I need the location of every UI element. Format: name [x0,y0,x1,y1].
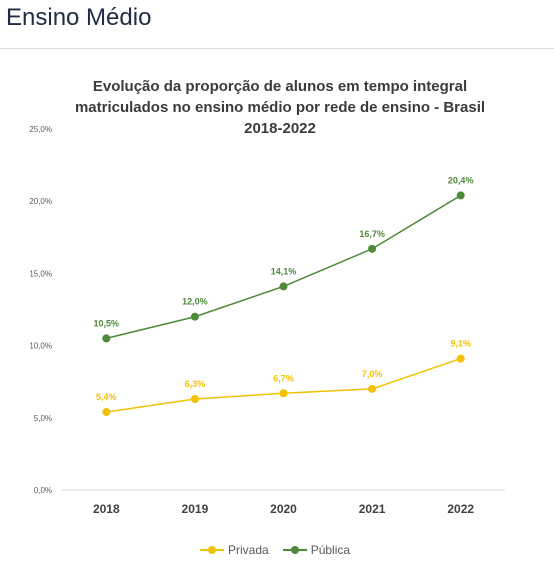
data-label: 10,5% [94,318,120,328]
data-point [102,334,111,343]
chart-title: Evolução da proporção de alunos em tempo… [60,76,500,139]
x-tick-label: 2020 [270,502,297,516]
chart-title-line-3: 2018-2022 [244,120,316,137]
data-label: 14,1% [271,266,297,276]
x-tick-label: 2022 [447,502,474,516]
x-tick-label: 2018 [93,502,120,516]
data-label: 5,4% [96,392,117,402]
legend-label-privada: Privada [228,543,269,557]
data-label: 6,3% [185,379,206,389]
y-tick-label: 15,0% [29,269,52,278]
legend-item-privada: Privada [200,543,269,557]
data-label: 9,1% [450,339,471,349]
data-point [102,408,111,417]
x-tick-label: 2021 [359,502,386,516]
y-tick-label: 20,0% [29,197,52,206]
data-label: 12,0% [182,297,208,307]
chart-title-line-1: Evolução da proporção de alunos em tempo… [92,78,468,95]
chart-legend: Privada Pública [200,543,350,557]
data-label: 6,7% [273,373,294,383]
data-point [368,384,377,393]
page-title: Ensino Médio [6,4,152,31]
data-point [190,312,199,321]
legend-item-publica: Pública [282,543,351,557]
data-point [456,354,465,363]
series-line-privada [106,357,461,413]
data-point [279,282,288,291]
data-point [190,395,199,404]
data-label: 16,7% [359,229,385,239]
y-tick-label: 0,0% [34,486,52,495]
y-tick-label: 25,0% [29,125,52,134]
data-point [279,389,288,398]
data-point [456,191,465,200]
data-label: 7,0% [362,369,383,379]
legend-swatch-publica [282,545,307,555]
chart-title-line-2: matriculados no ensino médio por rede de… [74,99,486,116]
legend-label-publica: Pública [310,543,351,557]
legend-swatch-privada [200,545,224,555]
y-tick-label: 5,0% [34,414,52,423]
page-header: Ensino Médio [0,0,554,49]
data-point [368,244,377,253]
data-label: 20,4% [448,175,474,185]
y-tick-label: 10,0% [29,342,52,351]
x-tick-label: 2019 [182,502,209,516]
